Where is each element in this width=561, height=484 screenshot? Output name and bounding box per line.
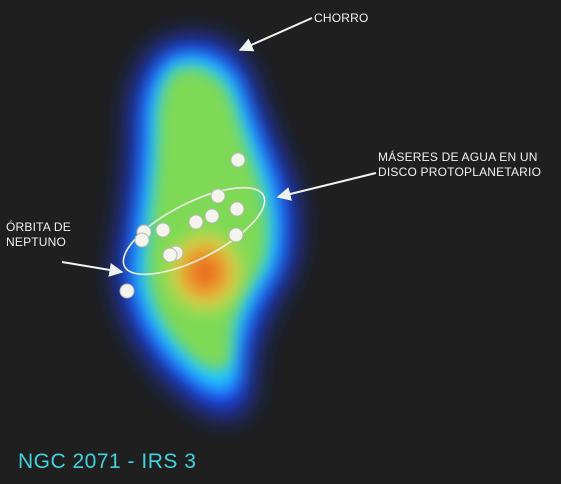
maser-spot <box>229 201 245 217</box>
orbit-label: ÓRBITA DE NEPTUNO <box>6 220 71 250</box>
maser-spot <box>228 227 244 243</box>
orbit-label-line1: ÓRBITA DE <box>6 220 71 234</box>
maser-spots <box>119 152 246 299</box>
object-title: NGC 2071 - IRS 3 <box>18 450 197 473</box>
maser-label-line2: DISCO PROTOPLANETARIO <box>378 165 542 179</box>
neptune-orbit-ellipse <box>122 186 266 276</box>
orbit-label-line2: NEPTUNO <box>6 235 67 249</box>
arrow-icon <box>276 172 377 201</box>
maser-spot <box>155 222 171 238</box>
maser-spot <box>230 152 246 168</box>
maser-spot <box>188 214 204 230</box>
maser-spot <box>119 283 135 299</box>
maser-spot <box>162 247 178 263</box>
arrow-icon <box>238 17 313 52</box>
maser-label: MÁSERES DE AGUA EN UN DISCO PROTOPLANETA… <box>378 150 541 180</box>
maser-spot <box>134 232 150 248</box>
jet-label: CHORRO <box>314 11 369 25</box>
maser-spot <box>204 208 220 224</box>
maser-label-line1: MÁSERES DE AGUA EN UN <box>378 150 538 164</box>
core-region <box>163 227 247 317</box>
arrow-icon <box>61 261 124 277</box>
maser-spot <box>210 188 226 204</box>
